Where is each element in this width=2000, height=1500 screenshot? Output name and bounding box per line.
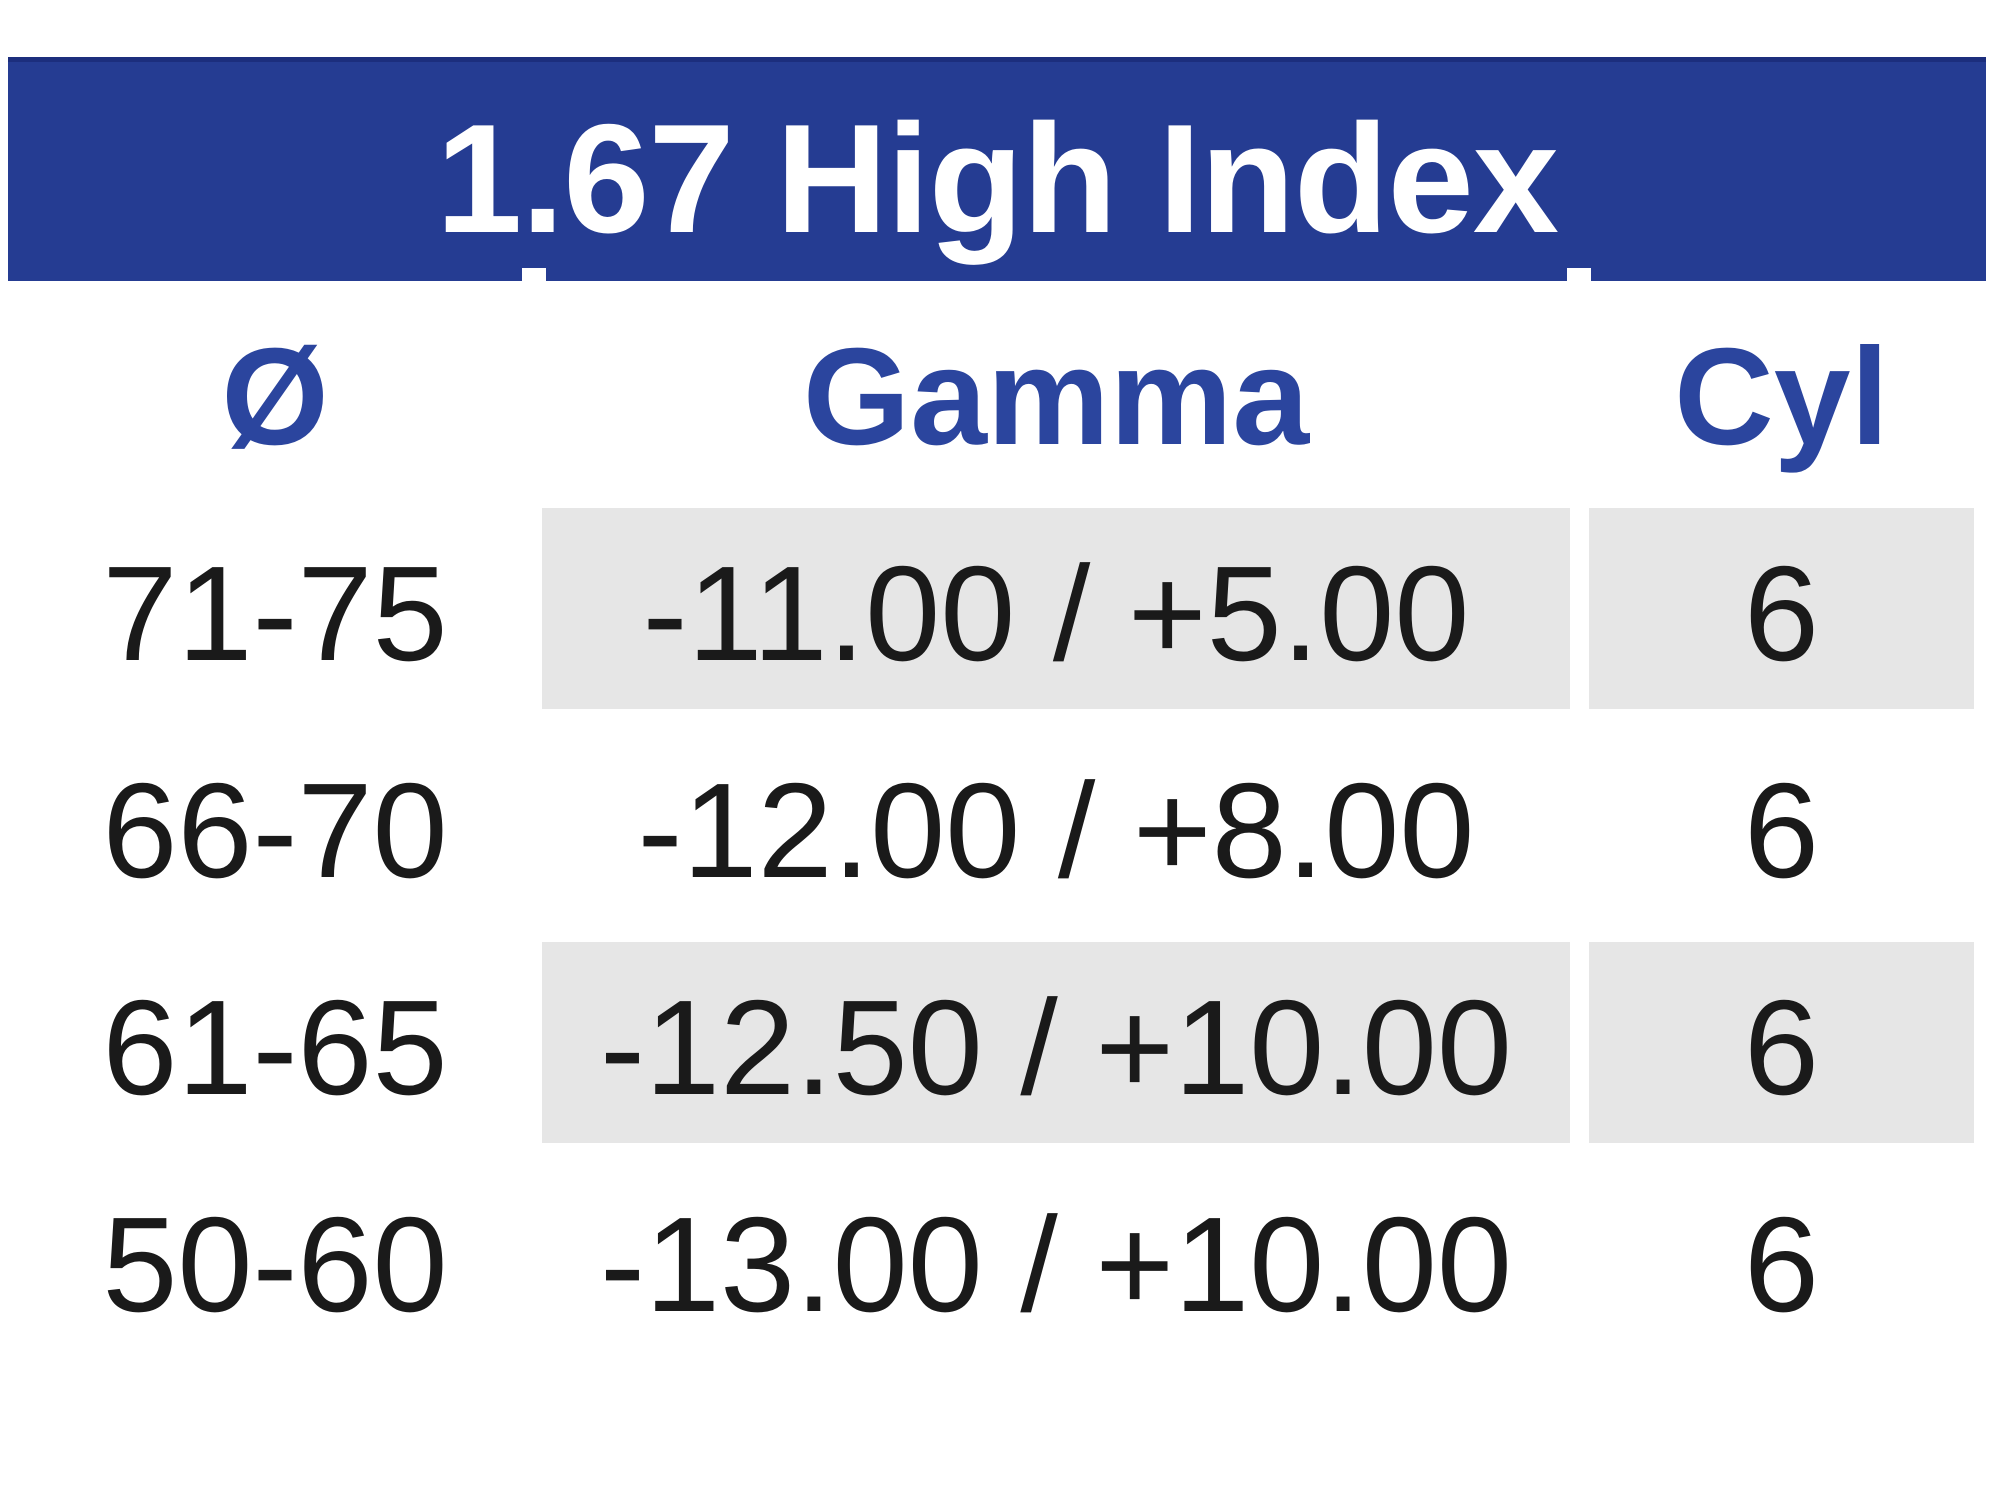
table-row: 61-65 -12.50 / +10.00 6 [8, 942, 1986, 1143]
column-gap [1570, 1159, 1589, 1360]
table-title-bar: 1.67 High Index [8, 57, 1986, 281]
column-header-gamma: Gamma [802, 320, 1310, 474]
gamma-cell: -12.00 / +8.00 [637, 755, 1475, 906]
diameter-cell: 66-70 [102, 755, 448, 906]
gamma-cell: -11.00 / +5.00 [542, 508, 1570, 709]
column-gap [1570, 942, 1589, 1143]
cyl-cell: 6 [1743, 755, 1820, 906]
diameter-cell: 71-75 [102, 538, 448, 689]
column-gap [1570, 508, 1589, 709]
table-row: 50-60 -13.00 / +10.00 6 [8, 1159, 1986, 1360]
header-divider-notch [1567, 268, 1591, 281]
column-gap [1570, 281, 1589, 508]
diameter-cell: 50-60 [102, 1189, 448, 1340]
gamma-cell: -13.00 / +10.00 [600, 1189, 1512, 1340]
table-body: 71-75 -11.00 / +5.00 6 66-70 -12.00 / +8… [8, 508, 1986, 1376]
cyl-cell: 6 [1589, 942, 1974, 1143]
gamma-cell: -12.50 / +10.00 [542, 942, 1570, 1143]
column-gap [1570, 725, 1589, 926]
header-divider-notch [522, 268, 546, 281]
diameter-cell: 61-65 [102, 972, 448, 1123]
table-row: 66-70 -12.00 / +8.00 6 [8, 725, 1986, 926]
column-header-diameter: Ø [221, 320, 329, 474]
cyl-cell: 6 [1743, 1189, 1820, 1340]
table-row: 71-75 -11.00 / +5.00 6 [8, 508, 1986, 709]
cyl-cell: 6 [1589, 508, 1974, 709]
table-header-row: Ø Gamma Cyl [8, 281, 1986, 508]
table-title: 1.67 High Index [436, 91, 1559, 265]
column-header-cyl: Cyl [1674, 320, 1889, 474]
